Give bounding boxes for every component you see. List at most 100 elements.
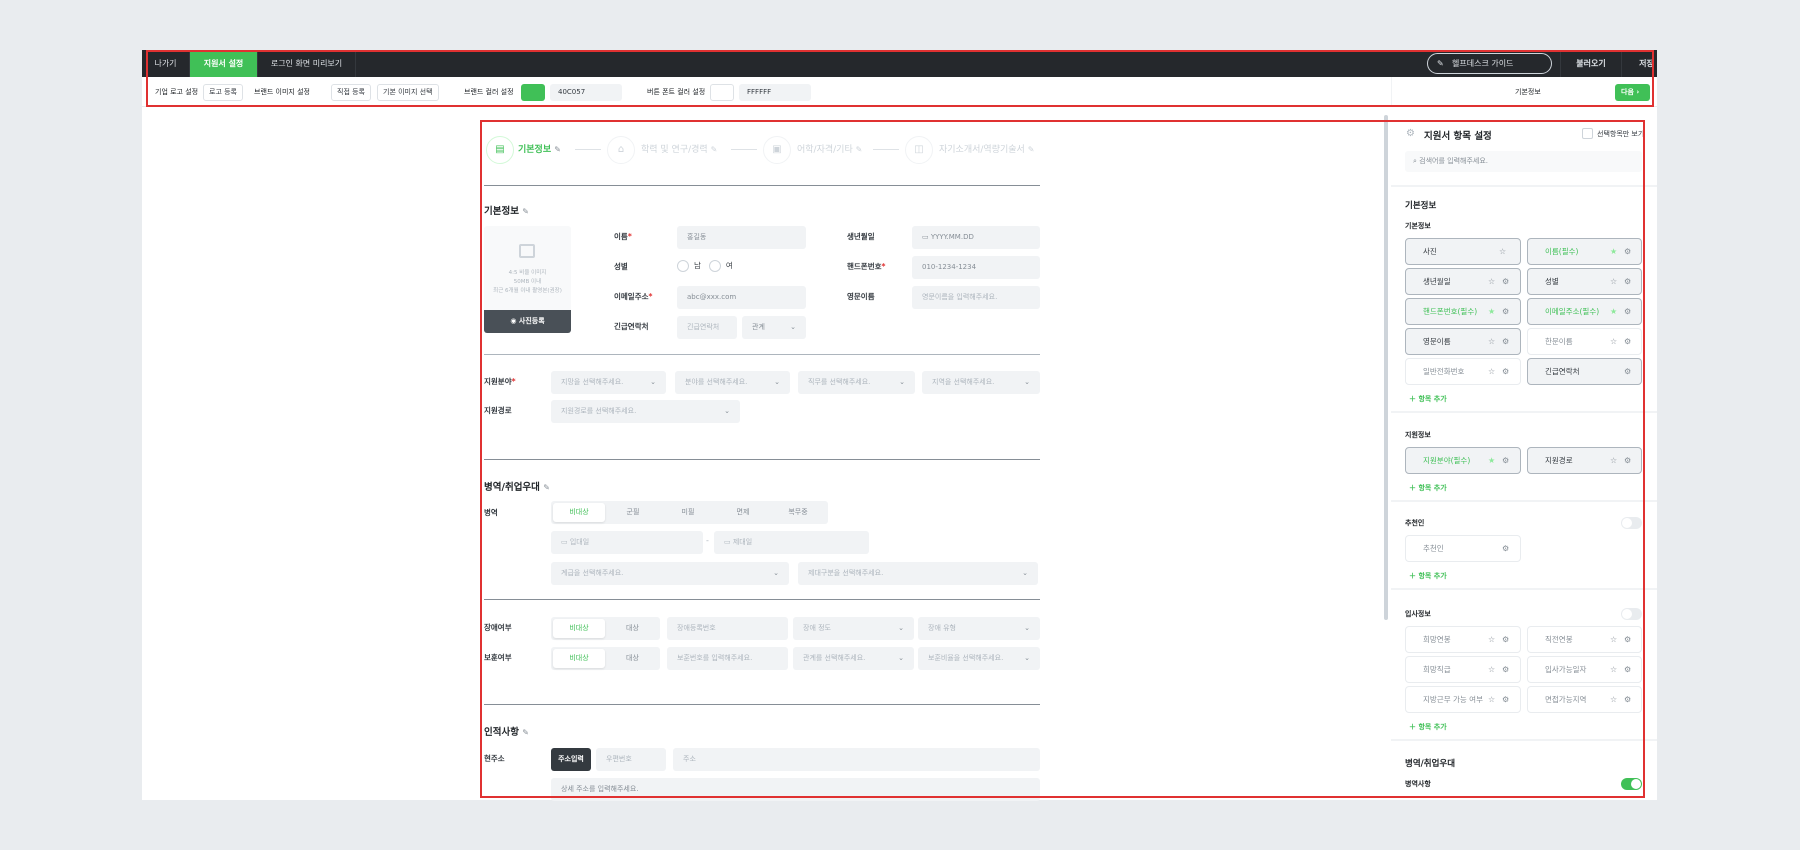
- scrollbar[interactable]: [1384, 115, 1388, 620]
- item-chip[interactable]: 성별 ☆ ⚙: [1527, 268, 1642, 295]
- photo-register-button[interactable]: ◉ 사진등록: [484, 310, 571, 333]
- font-color-input[interactable]: FFFFFF: [739, 84, 811, 101]
- option-none[interactable]: 비대상: [553, 619, 605, 638]
- discharge-type-select[interactable]: 제대구분을 선택해주세요. ⌄: [798, 562, 1038, 585]
- zip-input[interactable]: 우편번호: [596, 748, 666, 771]
- disability-number-input[interactable]: 장애등록번호: [667, 617, 788, 640]
- route-select[interactable]: 지원경로를 선택해주세요. ⌄: [551, 400, 740, 423]
- star-icon[interactable]: ☆: [1488, 695, 1496, 704]
- item-chip[interactable]: 지원분야(필수) ★ ⚙: [1405, 447, 1521, 474]
- star-icon[interactable]: ☆: [1488, 367, 1496, 376]
- veteran-relation-select[interactable]: 관계를 선택해주세요. ⌄: [793, 647, 914, 670]
- item-chip[interactable]: 지방근무 가능 여부 ☆ ⚙: [1405, 686, 1521, 713]
- item-chip[interactable]: 긴급연락처 ⚙: [1527, 358, 1642, 385]
- brand-color-input[interactable]: 40C057: [550, 84, 622, 101]
- next-button[interactable]: 다음 ›: [1615, 84, 1650, 101]
- item-chip[interactable]: 핸드폰번호(필수) ★ ⚙: [1405, 298, 1521, 325]
- star-icon[interactable]: ★: [1610, 247, 1618, 256]
- gear-icon[interactable]: ⚙: [1502, 307, 1510, 316]
- star-icon[interactable]: ☆: [1610, 635, 1618, 644]
- job-select[interactable]: 직무를 선택해주세요. ⌄: [798, 371, 915, 394]
- disability-level-select[interactable]: 장애 정도 ⌄: [793, 617, 914, 640]
- load-button[interactable]: 불러오기: [1560, 50, 1622, 77]
- save-button[interactable]: 저장: [1622, 50, 1657, 77]
- star-icon[interactable]: ☆: [1610, 337, 1618, 346]
- brand-image-upload-button[interactable]: 직접 등록: [331, 84, 371, 101]
- item-chip[interactable]: 일반전화번호 ☆ ⚙: [1405, 358, 1521, 385]
- star-icon[interactable]: ☆: [1610, 665, 1618, 674]
- gear-icon[interactable]: ⚙: [1502, 665, 1510, 674]
- item-chip[interactable]: 희망연봉 ☆ ⚙: [1405, 626, 1521, 653]
- brand-color-swatch[interactable]: [521, 84, 545, 101]
- address-input[interactable]: 주소: [673, 748, 1040, 771]
- group-toggle[interactable]: [1621, 608, 1642, 620]
- gear-icon[interactable]: ⚙: [1502, 544, 1510, 553]
- gear-icon[interactable]: ⚙: [1624, 367, 1632, 376]
- helpdesk-guide-button[interactable]: ✎ 헬프데스크 가이드: [1427, 53, 1552, 74]
- star-icon[interactable]: ★: [1488, 307, 1496, 316]
- star-icon[interactable]: ★: [1488, 456, 1496, 465]
- rank-select[interactable]: 계급을 선택해주세요. ⌄: [551, 562, 789, 585]
- gear-icon[interactable]: ⚙: [1502, 277, 1510, 286]
- phone-input[interactable]: 010-1234-1234: [912, 256, 1040, 279]
- star-icon[interactable]: ☆: [1610, 277, 1618, 286]
- option-none[interactable]: 비대상: [553, 649, 605, 668]
- radio-male[interactable]: [677, 260, 689, 272]
- item-chip[interactable]: 입사가능일자 ☆ ⚙: [1527, 656, 1642, 683]
- star-icon[interactable]: ☆: [1488, 337, 1496, 346]
- item-chip[interactable]: 면접가능지역 ☆ ⚙: [1527, 686, 1642, 713]
- detail-address-input[interactable]: 상세 주소를 입력해주세요.: [551, 778, 1040, 801]
- option-none[interactable]: 비대상: [553, 503, 605, 522]
- selected-only-checkbox[interactable]: [1582, 128, 1593, 139]
- gear-icon[interactable]: ⚙: [1624, 337, 1632, 346]
- gear-icon[interactable]: ⚙: [1502, 456, 1510, 465]
- item-chip[interactable]: 생년월일 ☆ ⚙: [1405, 268, 1521, 295]
- tab-application-settings[interactable]: 지원서 설정: [190, 50, 258, 77]
- star-icon[interactable]: ☆: [1488, 665, 1496, 674]
- enlist-date-input[interactable]: ▭ 입대일: [551, 531, 703, 554]
- logo-register-button[interactable]: 로고 등록: [203, 84, 243, 101]
- star-icon[interactable]: ☆: [1499, 247, 1507, 256]
- option-target[interactable]: 대상: [626, 624, 639, 632]
- english-name-input[interactable]: 영문이름을 입력해주세요.: [912, 286, 1040, 309]
- disability-type-select[interactable]: 장애 유형 ⌄: [918, 617, 1040, 640]
- star-icon[interactable]: ☆: [1488, 635, 1496, 644]
- email-input[interactable]: abc@xxx.com: [677, 286, 806, 309]
- gear-icon[interactable]: ⚙: [1624, 247, 1632, 256]
- birth-input[interactable]: ▭ YYYY.MM.DD: [912, 226, 1040, 249]
- item-chip[interactable]: 직전연봉 ☆ ⚙: [1527, 626, 1642, 653]
- radio-female[interactable]: [708, 260, 721, 272]
- veteran-number-input[interactable]: 보훈번호를 입력해주세요.: [667, 647, 788, 670]
- emergency-input[interactable]: 긴급연락처: [677, 316, 737, 339]
- discharge-date-input[interactable]: ▭ 제대일: [714, 531, 869, 554]
- panel-search-input[interactable]: ⌕ 검색어를 입력해주세요.: [1405, 151, 1642, 172]
- item-chip[interactable]: 한문이름 ☆ ⚙: [1527, 328, 1642, 355]
- item-chip[interactable]: 이름(필수) ★ ⚙: [1527, 238, 1642, 265]
- gear-icon[interactable]: ⚙: [1502, 695, 1510, 704]
- item-chip[interactable]: 이메일주소(필수) ★ ⚙: [1527, 298, 1642, 325]
- font-color-swatch[interactable]: [710, 84, 734, 101]
- step-basic[interactable]: ▤ 기본정보 ✎: [486, 136, 566, 164]
- option-serving[interactable]: 복무중: [788, 508, 808, 516]
- gear-icon[interactable]: ⚙: [1624, 695, 1632, 704]
- veteran-rate-select[interactable]: 보훈비율을 선택해주세요. ⌄: [918, 647, 1040, 670]
- field-select[interactable]: 분야를 선택해주세요. ⌄: [675, 371, 790, 394]
- star-icon[interactable]: ☆: [1610, 456, 1618, 465]
- gear-icon[interactable]: ⚙: [1502, 367, 1510, 376]
- gear-icon[interactable]: ⚙: [1624, 665, 1632, 674]
- military-item-toggle[interactable]: [1621, 778, 1642, 790]
- group-toggle[interactable]: [1621, 517, 1642, 529]
- item-chip[interactable]: 희망직급 ☆ ⚙: [1405, 656, 1521, 683]
- relation-select[interactable]: 관계 ⌄: [742, 316, 806, 339]
- gear-icon[interactable]: ⚙: [1502, 337, 1510, 346]
- gear-icon[interactable]: ⚙: [1624, 307, 1632, 316]
- item-chip[interactable]: 영문이름 ☆ ⚙: [1405, 328, 1521, 355]
- add-item-button[interactable]: ＋ 항목 추가: [1409, 395, 1447, 403]
- gear-icon[interactable]: ⚙: [1502, 635, 1510, 644]
- add-item-button[interactable]: ＋ 항목 추가: [1409, 484, 1447, 492]
- star-icon[interactable]: ☆: [1610, 695, 1618, 704]
- step-education[interactable]: ⌂ 학력 및 연구/경력 ✎: [607, 136, 747, 164]
- option-unserved[interactable]: 미필: [681, 508, 695, 516]
- option-target[interactable]: 대상: [626, 654, 639, 662]
- gear-icon[interactable]: ⚙: [1624, 277, 1632, 286]
